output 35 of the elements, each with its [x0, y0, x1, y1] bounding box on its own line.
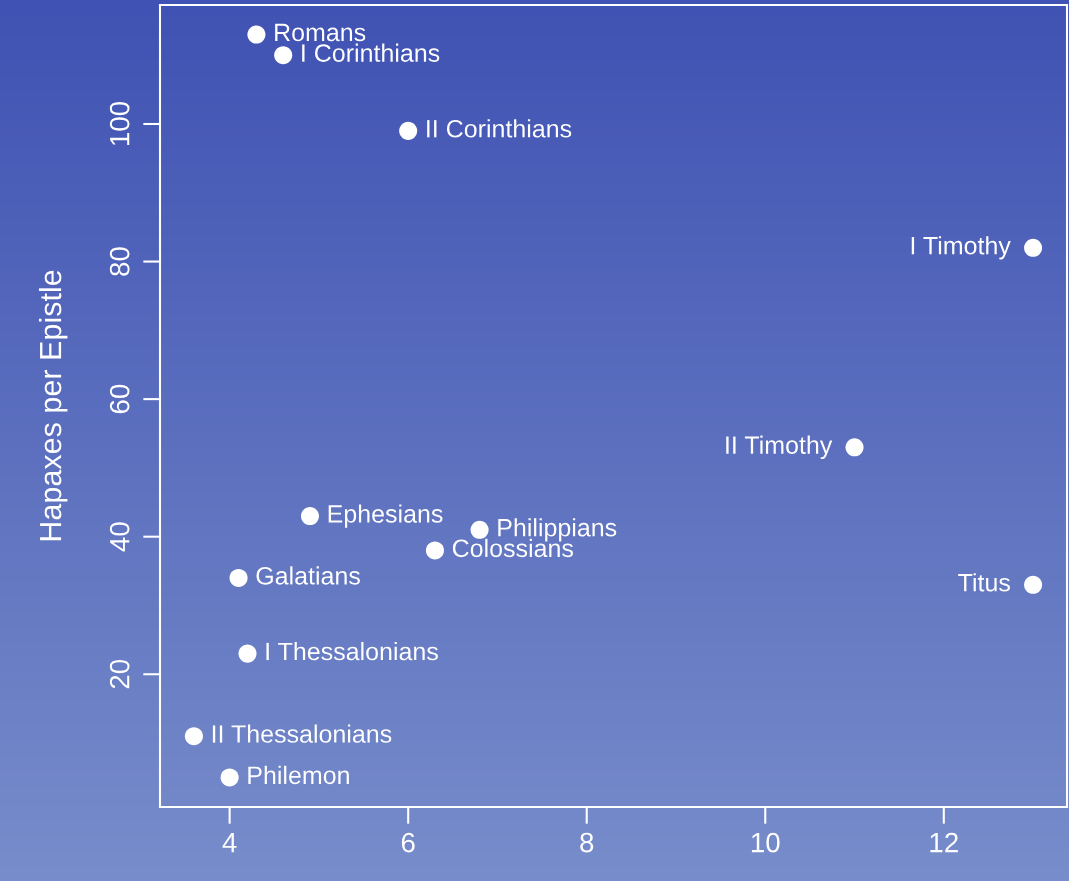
x-tick-label: 10: [751, 832, 780, 853]
point: [184, 727, 203, 746]
annotation: Titus: [958, 573, 1010, 592]
point: [470, 520, 489, 539]
point: [845, 438, 864, 457]
annotation: II Corinthians: [427, 119, 572, 138]
point: [1024, 575, 1043, 594]
annotation: I Corinthians: [302, 43, 440, 62]
point: [399, 121, 418, 140]
y-tick-label: 100: [109, 101, 130, 146]
point: [220, 768, 239, 787]
point: [300, 507, 319, 526]
x-tick-label: 4: [222, 833, 237, 853]
annotation: Philemon: [248, 765, 349, 785]
point: [247, 25, 266, 44]
point: [1024, 238, 1043, 257]
annotation: I Timothy: [911, 236, 1011, 260]
x-tick-label: 8: [580, 832, 594, 853]
annotation: II Thessalonians: [212, 724, 392, 743]
annotation: I Thessalonians: [266, 641, 438, 661]
y-tick-label: 40: [109, 522, 130, 552]
x-tick-label: 6: [401, 832, 415, 853]
x-tick-label: 12: [930, 832, 958, 853]
annotation: Ephesians: [328, 504, 443, 528]
point: [274, 46, 293, 65]
y-tick-label: 80: [109, 247, 130, 276]
y-tick-label: 60: [109, 384, 130, 414]
point: [229, 568, 248, 587]
point: [425, 541, 444, 560]
annotation: II Timothy: [726, 435, 833, 459]
annotation: Romans: [275, 23, 366, 42]
y-axis-title: Hapaxes per Epistle: [38, 270, 68, 541]
annotation: Galatians: [256, 566, 360, 585]
point: [238, 644, 257, 663]
y-tick-label: 20: [109, 659, 130, 689]
